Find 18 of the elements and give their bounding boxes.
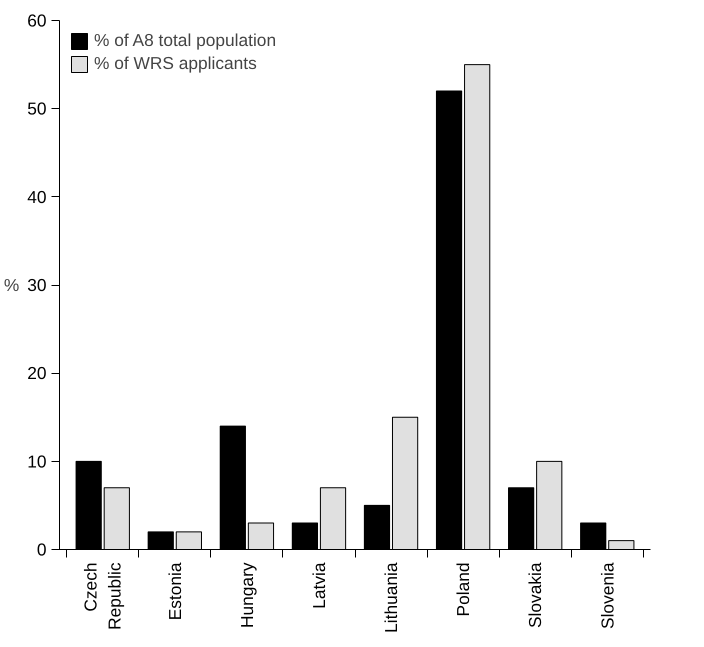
x-tick-label: Slovenia: [597, 562, 618, 629]
x-tick-label: Czech Republic: [80, 562, 125, 630]
y-tick-label: 40: [27, 186, 47, 207]
y-tick-label: 20: [27, 363, 47, 384]
legend-label: % of A8 total population: [94, 30, 276, 51]
x-tick-label: Poland: [453, 562, 474, 616]
y-axis-title: %: [4, 275, 20, 295]
x-tick-label: Lithuania: [381, 562, 402, 633]
legend-label: % of WRS applicants: [94, 53, 257, 74]
y-tick-label: 50: [27, 98, 47, 119]
y-tick-label: 60: [27, 10, 47, 30]
y-tick-label: 30: [27, 275, 47, 295]
x-tick-label: Estonia: [164, 562, 185, 620]
x-tick-label: Slovakia: [525, 562, 546, 628]
x-tick-label: Latvia: [308, 562, 329, 609]
y-tick-label: 10: [27, 451, 47, 472]
y-tick-label: 0: [36, 540, 47, 560]
x-tick-label: Hungary: [236, 562, 257, 628]
